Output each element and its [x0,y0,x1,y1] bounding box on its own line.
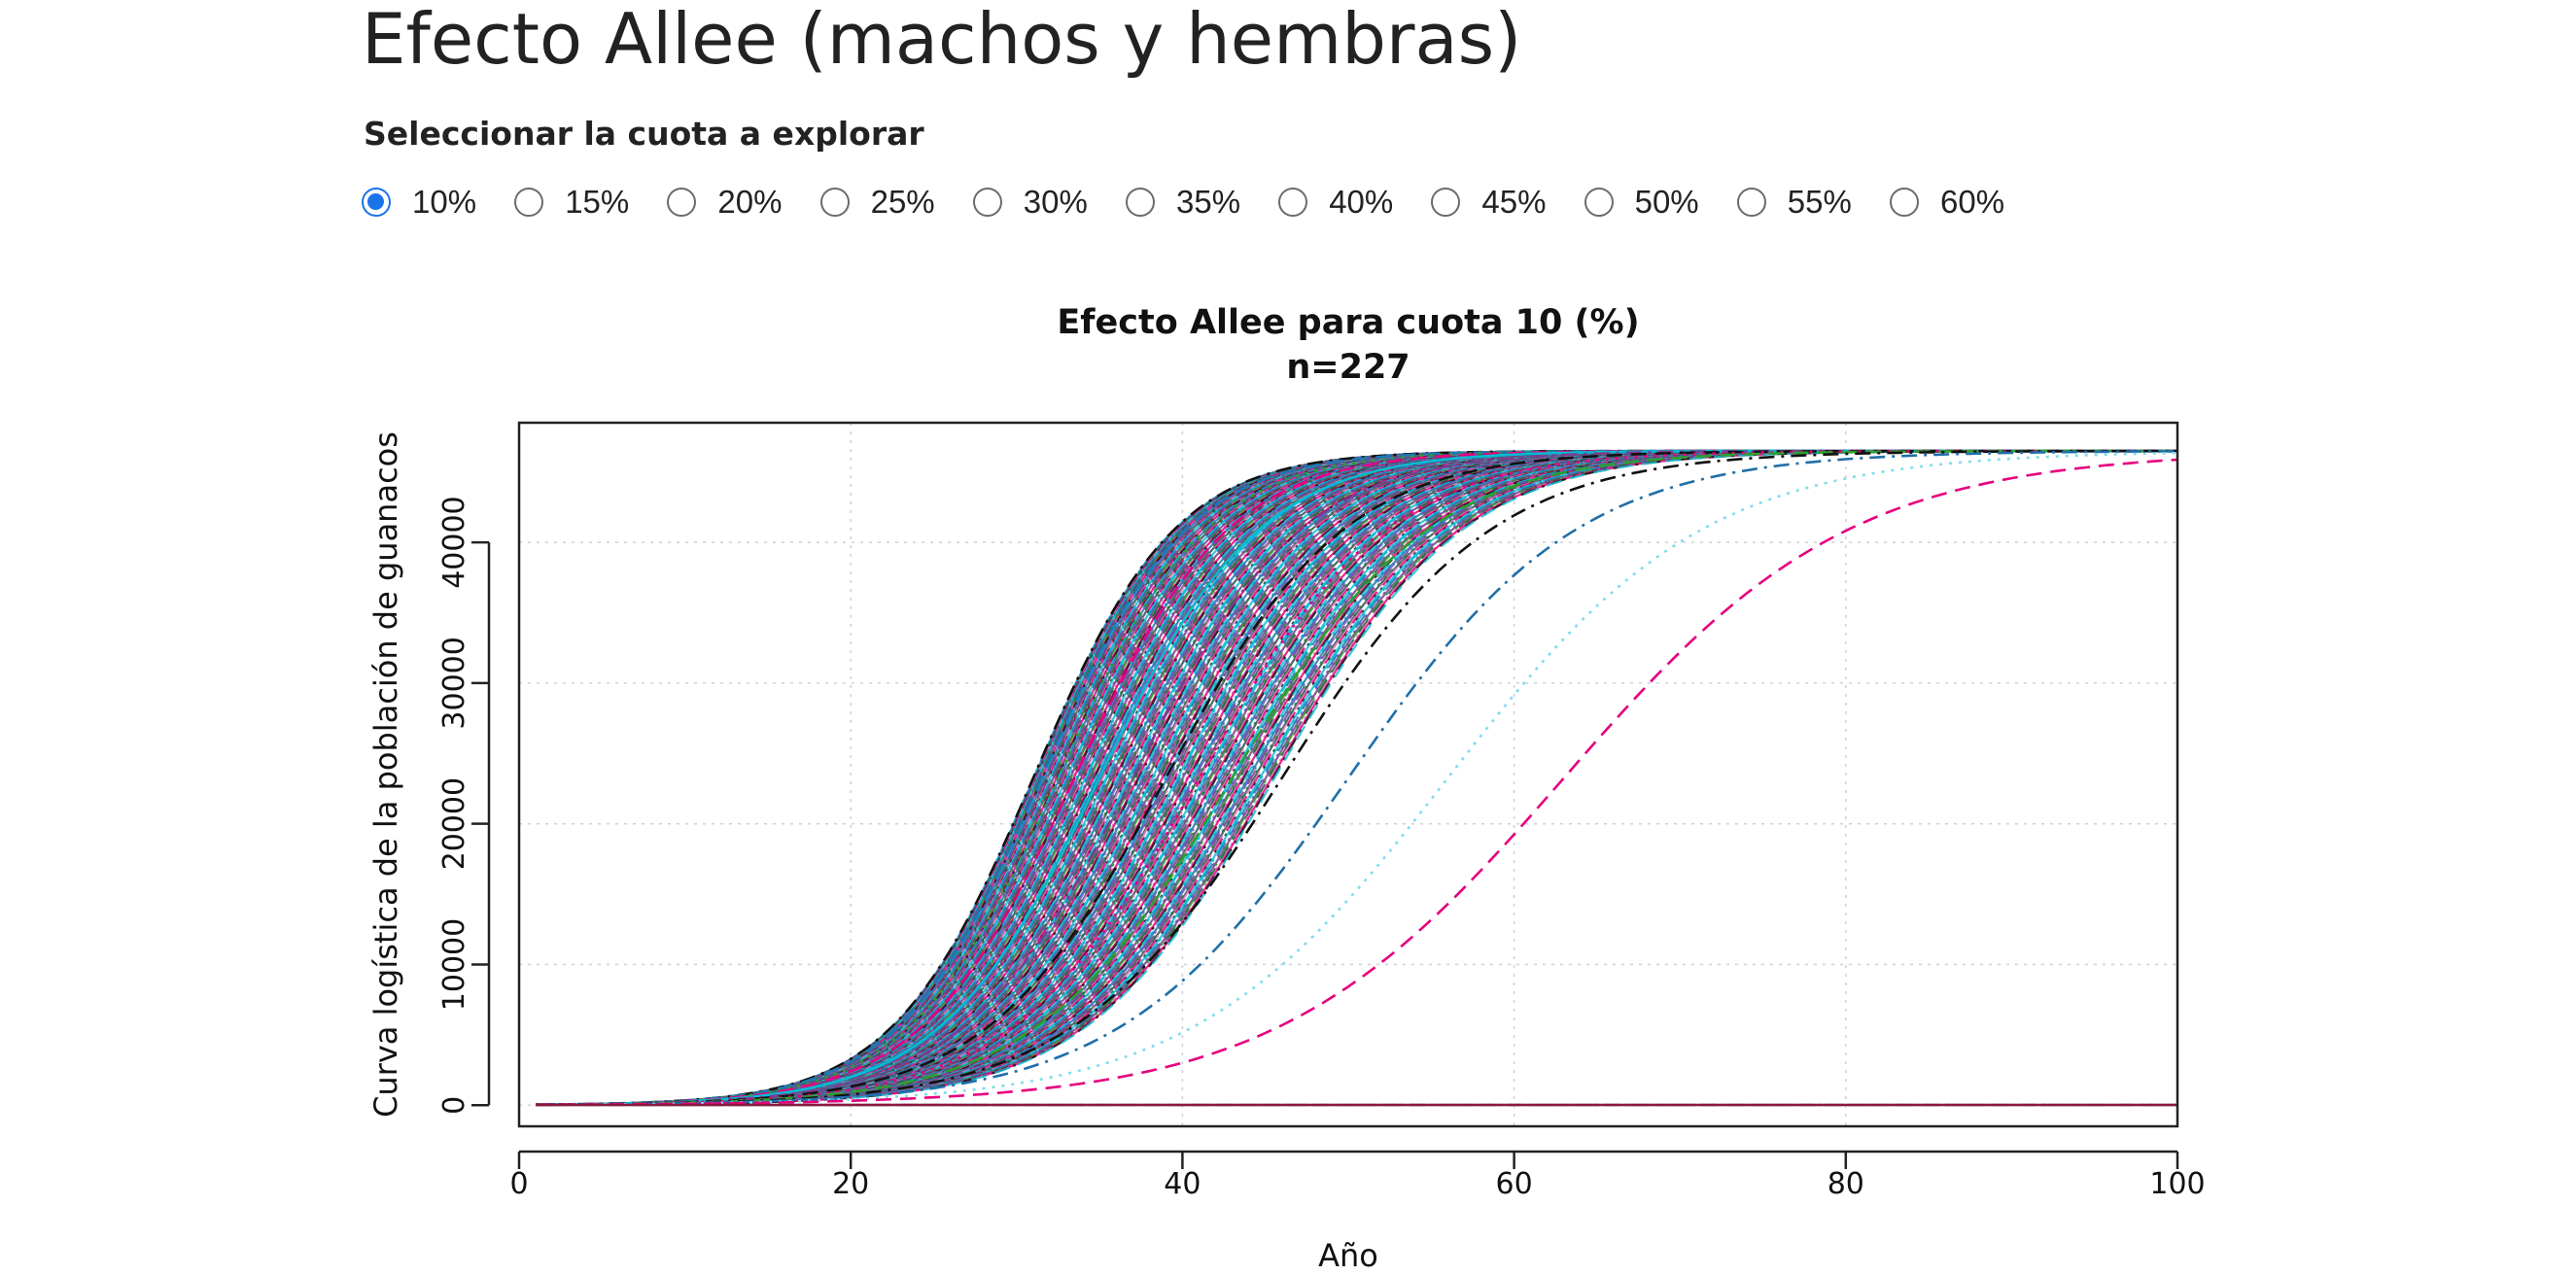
y-tick-label: 20000 [437,777,471,870]
x-tick-label: 40 [1164,1167,1201,1201]
quota-option-15[interactable]: 15% [514,181,629,224]
page-title: Efecto Allee (machos y hembras) [362,0,1522,80]
y-tick-label: 30000 [437,637,471,729]
x-axis-label: Año [1318,1237,1378,1274]
series-line-curva-11 [536,450,2178,1106]
quota-option-35[interactable]: 35% [1126,181,1240,224]
series-line-curva-13 [536,458,2178,1107]
quota-option-label: 40% [1329,184,1394,220]
series-line-curva-1 [536,449,2177,1106]
quota-option-label: 45% [1481,184,1547,220]
x-tick-label: 60 [1496,1167,1533,1201]
quota-option-label: 10% [412,184,477,220]
radio-circle-icon[interactable] [819,188,850,217]
radio-circle-icon[interactable] [1126,188,1155,217]
x-tick-label: 20 [832,1167,869,1201]
x-axis: 0 20 40 60 80 100 [509,1150,2206,1201]
series-line-curva-12 [536,451,2178,1107]
series-lines [536,449,2178,1107]
y-axis-label: Curva logística de la población de guana… [367,431,404,1118]
quota-option-30[interactable]: 30% [972,181,1088,224]
radio-circle-icon[interactable] [972,188,1002,217]
radio-circle-icon[interactable] [1278,188,1308,217]
chart-subtitle: n=227 [1286,348,1410,387]
quota-option-50[interactable]: 50% [1584,181,1699,224]
quota-option-label: 35% [1176,184,1241,220]
quota-option-label: 20% [717,184,783,220]
quota-option-label: 50% [1634,184,1699,220]
series-line-curva-6 [536,449,2177,1106]
chart-title: Efecto Allee para cuota 10 (%) [1057,303,1639,342]
quota-option-25[interactable]: 25% [819,181,935,224]
radio-circle-icon[interactable] [1431,188,1461,217]
x-tick-label: 80 [1828,1167,1864,1201]
y-tick-label: 40000 [437,496,471,588]
x-tick-label: 100 [2149,1167,2205,1201]
quota-option-20[interactable]: 20% [667,181,782,224]
radio-circle-icon[interactable] [1736,188,1766,217]
x-tick-label: 0 [509,1167,528,1201]
series-line-curva-9 [536,449,2177,1106]
quota-option-label: 15% [565,184,630,220]
radio-circle-icon[interactable] [362,188,391,217]
series-line [536,449,2177,1106]
plot-box [517,421,2179,1128]
radio-circle-icon[interactable] [514,188,544,217]
radio-circle-icon[interactable] [1584,188,1614,217]
y-tick-label: 10000 [437,918,471,1011]
quota-option-60[interactable]: 60% [1890,181,2004,224]
quota-option-10[interactable]: 10% [362,181,476,224]
y-axis: 0 10000 20000 30000 40000 [437,496,491,1115]
series-line-curva-8 [536,449,2177,1106]
quota-selector-label: Seleccionar la cuota a explorar [364,115,924,153]
series-line-curva-10 [536,449,2177,1106]
quota-option-label: 60% [1940,184,2005,220]
series-line-curva-2 [536,449,2177,1106]
quota-option-label: 55% [1787,184,1852,220]
quota-option-45[interactable]: 45% [1431,181,1546,224]
quota-option-55[interactable]: 55% [1736,181,1852,224]
y-tick-label: 0 [437,1096,471,1115]
radio-circle-icon[interactable] [667,188,697,217]
radio-circle-icon[interactable] [1890,188,1919,217]
quota-option-label: 30% [1023,184,1088,220]
quota-option-40[interactable]: 40% [1278,181,1393,224]
quota-option-label: 25% [870,184,935,220]
